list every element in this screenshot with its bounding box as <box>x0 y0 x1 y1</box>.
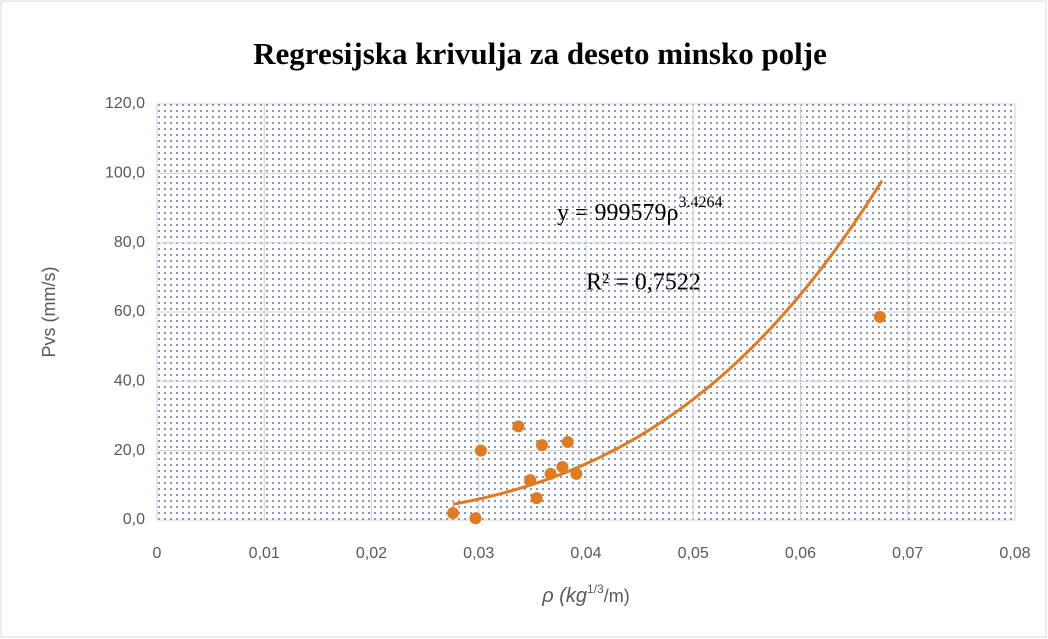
x-axis-label-end: /m) <box>604 586 630 606</box>
x-tick-label: 0,07 <box>892 545 923 562</box>
scatter-point <box>873 310 886 323</box>
chart-title: Regresijska krivulja za deseto minsko po… <box>253 36 827 71</box>
scatter-point <box>474 444 487 457</box>
y-tick-label: 40,0 <box>114 373 145 390</box>
scatter-point <box>544 467 557 480</box>
y-tick-label: 20,0 <box>114 442 145 459</box>
scatter-point <box>524 474 537 487</box>
x-tick-label: 0 <box>153 545 162 562</box>
x-axis-label-sup: 1/3 <box>587 582 604 596</box>
equation-base: y = 999579ρ <box>557 200 679 226</box>
scatter-point <box>469 512 482 525</box>
equation: y = 999579ρ3.4264 <box>557 194 723 226</box>
x-axis-label: ρ (kg1/3/m) <box>541 582 629 607</box>
scatter-point <box>556 460 569 473</box>
trendline <box>452 179 884 506</box>
y-tick-label: 100,0 <box>105 165 145 182</box>
y-tick-label: 60,0 <box>114 303 145 320</box>
y-tick-label: 0,0 <box>123 511 145 528</box>
x-tick-label: 0,08 <box>999 545 1030 562</box>
scatter-point <box>561 436 574 448</box>
scatter-point <box>447 507 460 520</box>
y-tick-label: 120,0 <box>105 95 145 112</box>
x-tick-label: 0,02 <box>356 545 387 562</box>
x-tick-label: 0,01 <box>249 545 280 562</box>
y-axis-label: Pvs (mm/s) <box>39 267 59 358</box>
equation-exponent: 3.4264 <box>679 194 723 211</box>
scatter-point <box>570 467 583 480</box>
x-tick-label: 0,03 <box>463 545 494 562</box>
scatter-point <box>530 492 543 505</box>
y-tick-label: 80,0 <box>114 234 145 251</box>
r-squared: R² = 0,7522 <box>586 270 701 296</box>
scatter-point <box>536 439 549 452</box>
x-tick-label: 0,04 <box>570 545 601 562</box>
x-axis-label-main: ρ (kg <box>541 585 587 607</box>
x-tick-label: 0,05 <box>678 545 709 562</box>
x-tick-label: 0,06 <box>785 545 816 562</box>
scatter-point <box>512 420 525 433</box>
